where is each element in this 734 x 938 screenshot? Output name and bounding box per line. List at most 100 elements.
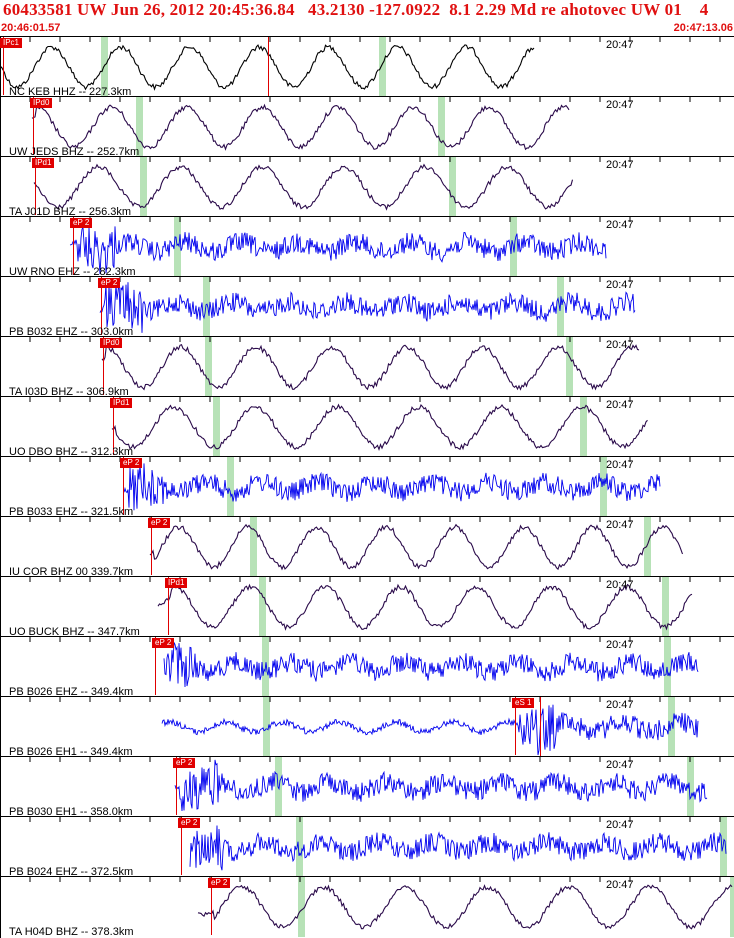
phase-pick-label[interactable]: eP 2 xyxy=(120,458,143,468)
station-label: TA J01D BHZ -- 256.3km xyxy=(9,206,132,218)
pick-line[interactable] xyxy=(73,217,74,275)
station-label: TA I03D BHZ -- 306.9km xyxy=(9,386,129,398)
seismogram-track[interactable]: IPd0 20:47 TA I03D BHZ -- 306.9km xyxy=(0,336,734,398)
phase-pick-label[interactable]: eP 2 xyxy=(152,638,175,648)
seismogram-track[interactable]: IPd0 20:47 UW JEDS BHZ -- 252.7km xyxy=(0,96,734,158)
phase-pick-label[interactable]: eP 2 xyxy=(173,758,196,768)
window-end-time: 20:47:13.06 xyxy=(673,22,733,34)
phase-pick-label[interactable]: eP 2 xyxy=(208,878,231,888)
pick-line[interactable] xyxy=(168,577,169,635)
phase-marker-bar xyxy=(205,337,212,397)
phase-marker-bar xyxy=(136,97,143,157)
waveform-trace xyxy=(29,337,721,391)
seismogram-track[interactable]: eP 2 20:47 PB B033 EHZ -- 321.5km xyxy=(0,456,734,518)
station-label: UW JEDS BHZ -- 252.7km xyxy=(9,146,140,158)
waveform-path xyxy=(69,225,607,275)
phase-marker-bar xyxy=(379,37,386,97)
seismogram-track[interactable]: IPd1 20:47 UO BUCK BHZ -- 347.7km xyxy=(0,576,734,638)
phase-pick-label[interactable]: IPd0 xyxy=(30,98,53,108)
phase-pick-label[interactable]: eP 2 xyxy=(98,278,121,288)
phase-marker-bar xyxy=(449,157,456,217)
waveform-path xyxy=(157,583,693,631)
waveform-trace xyxy=(29,397,721,451)
track-time-label: 20:47 xyxy=(606,279,634,291)
seismogram-track[interactable]: IPc1 20:47 NC KEB HHZ -- 227.3km xyxy=(0,36,734,98)
phase-marker-bar xyxy=(687,757,694,817)
window-start-time: 20:46:01.57 xyxy=(1,22,61,34)
track-time-label: 20:47 xyxy=(606,159,634,171)
pick-line[interactable] xyxy=(151,517,152,575)
seismogram-track[interactable]: IPd1 20:47 UO DBO BHZ -- 312.3km xyxy=(0,396,734,458)
phase-pick-label[interactable]: IPd0 xyxy=(100,338,123,348)
phase-marker-bar xyxy=(664,637,671,697)
track-time-label: 20:47 xyxy=(606,39,634,51)
track-time-label: 20:47 xyxy=(606,579,634,591)
station-label: UO DBO BHZ -- 312.3km xyxy=(9,446,134,458)
station-label: PB B033 EHZ -- 321.5km xyxy=(9,506,134,518)
track-time-label: 20:47 xyxy=(606,699,634,711)
seismogram-track[interactable]: eP 2 20:47 IU COR BHZ 00 339.7km xyxy=(0,516,734,578)
phase-marker-bar xyxy=(263,697,270,757)
phase-pick-label[interactable]: IPd1 xyxy=(110,398,133,408)
pick-line[interactable] xyxy=(113,397,114,455)
phase-marker-bar xyxy=(298,877,305,937)
waveform-path xyxy=(149,523,684,571)
station-label: UO BUCK BHZ -- 347.7km xyxy=(9,626,140,638)
waveform-path xyxy=(174,759,708,812)
pick-line[interactable] xyxy=(211,877,212,935)
phase-marker-bar xyxy=(174,217,181,277)
waveform-trace xyxy=(0,37,721,91)
seismogram-track[interactable]: eP 2 20:47 PB B030 EH1 -- 358.0km xyxy=(0,756,734,818)
station-label: TA H04D BHZ -- 378.3km xyxy=(9,926,134,938)
track-time-label: 20:47 xyxy=(606,879,634,891)
phase-pick-label[interactable]: eP 2 xyxy=(70,218,93,228)
waveform-path xyxy=(101,343,640,391)
phase-pick-label[interactable]: IPc1 xyxy=(0,38,23,48)
phase-pick-label[interactable]: eS 1 xyxy=(512,698,535,708)
waveform-trace xyxy=(29,157,721,211)
phase-pick-label[interactable]: eP 2 xyxy=(148,518,171,528)
pick-line[interactable] xyxy=(101,277,102,335)
phase-marker-bar xyxy=(250,517,257,577)
seismogram-track[interactable]: eS 1 20:47 PB B026 EH1 -- 349.4km xyxy=(0,696,734,758)
track-time-label: 20:47 xyxy=(606,339,634,351)
seismogram-track[interactable]: eP 2 20:47 PB B026 EHZ -- 349.4km xyxy=(0,636,734,698)
waveform-trace xyxy=(29,637,721,688)
seismogram-track[interactable]: IPd1 20:47 TA J01D BHZ -- 256.3km xyxy=(0,156,734,218)
left-axis-line xyxy=(0,36,1,938)
seismogram-track[interactable]: eP 2 20:47 TA H04D BHZ -- 378.3km xyxy=(0,876,734,938)
phase-pick-label[interactable]: IPd1 xyxy=(32,158,55,168)
waveform-trace xyxy=(29,277,721,333)
pick-line[interactable] xyxy=(33,97,34,155)
station-label: PB B026 EH1 -- 349.4km xyxy=(9,746,133,758)
waveform-path xyxy=(111,403,648,451)
track-time-label: 20:47 xyxy=(606,639,634,651)
phase-marker-bar xyxy=(580,397,587,457)
waveform-trace xyxy=(29,457,721,511)
phase-pick-label[interactable]: IPd1 xyxy=(165,578,188,588)
phase-marker-bar xyxy=(140,157,147,217)
secondary-pick-line[interactable] xyxy=(268,37,269,97)
event-title: 60433581 UW Jun 26, 2012 20:45:36.84 43.… xyxy=(3,0,709,19)
waveform-path xyxy=(163,642,699,688)
pick-line[interactable] xyxy=(176,757,177,815)
secondary-pick-line[interactable] xyxy=(540,697,541,757)
phase-marker-bar xyxy=(600,457,607,517)
pick-line[interactable] xyxy=(155,637,156,695)
waveform-path xyxy=(31,103,570,151)
pick-line[interactable] xyxy=(103,337,104,395)
pick-line[interactable] xyxy=(35,157,36,215)
seismogram-track[interactable]: eP 2 20:47 PB B024 EHZ -- 372.5km xyxy=(0,816,734,878)
phase-marker-bar xyxy=(213,397,220,457)
pick-line[interactable] xyxy=(123,457,124,515)
seismogram-track[interactable]: eP 2 20:47 UW RNO EHZ -- 282.3km xyxy=(0,216,734,278)
pick-line[interactable] xyxy=(3,37,4,95)
pick-line[interactable] xyxy=(181,817,182,875)
waveform-trace xyxy=(29,877,733,930)
waveform-path xyxy=(161,704,699,756)
phase-pick-label[interactable]: eP 2 xyxy=(178,818,201,828)
waveform-path xyxy=(189,825,727,871)
track-time-label: 20:47 xyxy=(606,99,634,111)
pick-line[interactable] xyxy=(515,697,516,755)
seismogram-track[interactable]: eP 2 20:47 PB B032 EHZ -- 303.0km xyxy=(0,276,734,338)
